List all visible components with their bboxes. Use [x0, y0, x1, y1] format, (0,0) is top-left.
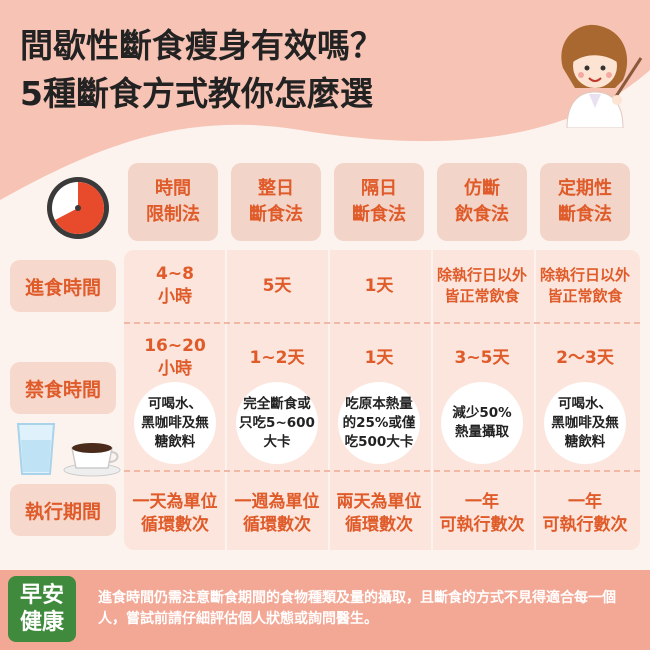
eating-cell: 除執行日以外 皆正常飲食: [436, 266, 527, 305]
footer-note: 進食時間仍需注意斷食期間的食物種類及量的攝取，且斷食的方式不見得適合每一個人，嘗…: [98, 590, 616, 627]
period-cell: 一年 可執行數次: [542, 492, 628, 535]
column-header-whole-day: 整日 斷食法: [231, 163, 321, 241]
row-header-fasting-time: 禁食時間: [10, 362, 116, 414]
brand-logo: 早安 健康: [8, 576, 76, 642]
eating-cell: 4~8 小時: [156, 264, 194, 307]
column-header-periodic: 定期性 斷食法: [540, 163, 630, 241]
fasting-cell: 3~5天: [454, 347, 510, 368]
title-line-2: 5種斷食方式教你怎麼選: [20, 74, 373, 113]
eating-cell: 除執行日以外 皆正常飲食: [539, 266, 630, 305]
row-divider: [124, 322, 640, 324]
logo-line-1: 早安: [19, 583, 64, 608]
water-and-coffee-icon: [14, 418, 124, 478]
period-cell: 一天為單位 循環數次: [132, 492, 218, 535]
fasting-note-bubble: 減少50% 熱量攝取: [441, 382, 523, 464]
column-header-label: 隔日 斷食法: [352, 178, 406, 225]
row-header-eating-time: 進食時間: [10, 260, 116, 312]
fasting-cell: 1~2天: [249, 347, 305, 368]
fasting-note-bubble: 吃原本熱量 的25%或僅 吃500大卡: [338, 382, 420, 464]
column-header-alternate-day: 隔日 斷食法: [334, 163, 424, 241]
period-cell: 一年 可執行數次: [439, 492, 525, 535]
eating-cell: 1天: [364, 275, 394, 296]
title-line-1: 間歇性斷食瘦身有效嗎？: [20, 26, 383, 65]
page-title: 間歇性斷食瘦身有效嗎？ 5種斷食方式教你怎麼選: [20, 22, 540, 118]
column-divider: [328, 250, 330, 550]
fasting-note-bubble: 完全斷食或 只吃5~600 大卡: [236, 382, 318, 464]
fasting-note-bubble: 可喝水、 黑咖啡及無 糖飲料: [134, 382, 216, 464]
fasting-cell: 1天: [364, 347, 394, 368]
column-header-label: 時間 限制法: [146, 178, 200, 225]
logo-line-2: 健康: [19, 610, 64, 635]
column-header-label: 定期性 斷食法: [558, 178, 612, 225]
teacher-illustration: [545, 18, 645, 129]
period-cell: 一週為單位 循環數次: [234, 492, 320, 535]
footer-bar: [0, 570, 650, 650]
fasting-cell: 2～3天: [556, 347, 614, 368]
column-divider: [225, 250, 227, 550]
column-header-label: 仿斷 飲食法: [455, 178, 509, 225]
row-header-execution-period: 執行期間: [10, 484, 116, 536]
fasting-note-bubble: 可喝水、 黑咖啡及無 糖飲料: [544, 382, 626, 464]
column-header-mimicking: 仿斷 飲食法: [437, 163, 527, 241]
period-cell: 兩天為單位 循環數次: [336, 492, 422, 535]
fasting-cell: 16~20 小時: [144, 336, 206, 379]
row-divider: [124, 470, 640, 472]
column-header-label: 整日 斷食法: [249, 178, 303, 225]
column-divider: [534, 250, 536, 550]
column-divider: [431, 250, 433, 550]
column-header-time-restricted: 時間 限制法: [128, 163, 218, 241]
clock-icon: [45, 175, 111, 241]
eating-cell: 5天: [262, 275, 292, 296]
